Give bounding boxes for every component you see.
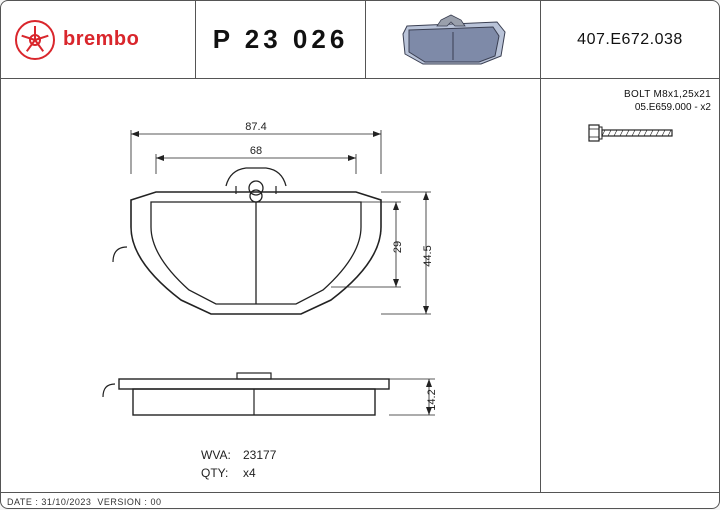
footer-version-label: VERSION : <box>97 497 147 507</box>
footer-version: 00 <box>150 497 161 507</box>
svg-text:x4: x4 <box>243 466 256 480</box>
reference-cell: 407.E672.038 <box>541 1 719 78</box>
iso-view-cell <box>366 1 541 78</box>
dim-height-inner: 29 <box>392 241 404 253</box>
wva-label: WVA: <box>201 448 231 462</box>
svg-text:WVA:: WVA: <box>201 448 231 462</box>
wva-value: 23177 <box>243 448 277 462</box>
footer-date: 31/10/2023 <box>41 497 91 507</box>
part-number-cell: P 23 026 <box>196 1 366 78</box>
dim-width-inner: 68 <box>250 145 262 157</box>
brake-pad-iso-icon <box>393 12 513 67</box>
bolt-ref: 05.E659.000 - x2 <box>549 102 711 113</box>
qty-label: QTY: <box>201 466 228 480</box>
reference-number: 407.E672.038 <box>577 31 683 49</box>
bolt-spec: BOLT M8x1,25x21 <box>549 89 711 100</box>
technical-drawing: 87.4 68 <box>1 79 541 492</box>
footer-date-label: DATE : <box>7 497 38 507</box>
brand-name: brembo <box>63 28 139 51</box>
svg-text:QTY:: QTY: <box>201 466 228 480</box>
drawing-sheet: brembo P 23 026 407.E672.038 <box>0 0 720 509</box>
qty-value: x4 <box>243 466 256 480</box>
brand-cell: brembo <box>1 1 196 78</box>
footer: DATE : 31/10/2023 VERSION : 00 <box>1 492 719 510</box>
dim-height-outer: 44.5 <box>422 245 434 266</box>
body-row: 87.4 68 <box>1 79 719 492</box>
svg-text:23177: 23177 <box>243 448 277 462</box>
drawing-svg: 87.4 68 <box>1 79 541 489</box>
bolt-icon <box>549 117 709 147</box>
part-number: P 23 026 <box>213 24 349 55</box>
side-panel: BOLT M8x1,25x21 05.E659.000 - x2 <box>541 79 719 492</box>
header-row: brembo P 23 026 407.E672.038 <box>1 1 719 79</box>
brembo-logo-icon <box>15 20 55 60</box>
dim-width-outer: 87.4 <box>245 121 266 133</box>
dim-thickness: 14.2 <box>426 389 438 410</box>
